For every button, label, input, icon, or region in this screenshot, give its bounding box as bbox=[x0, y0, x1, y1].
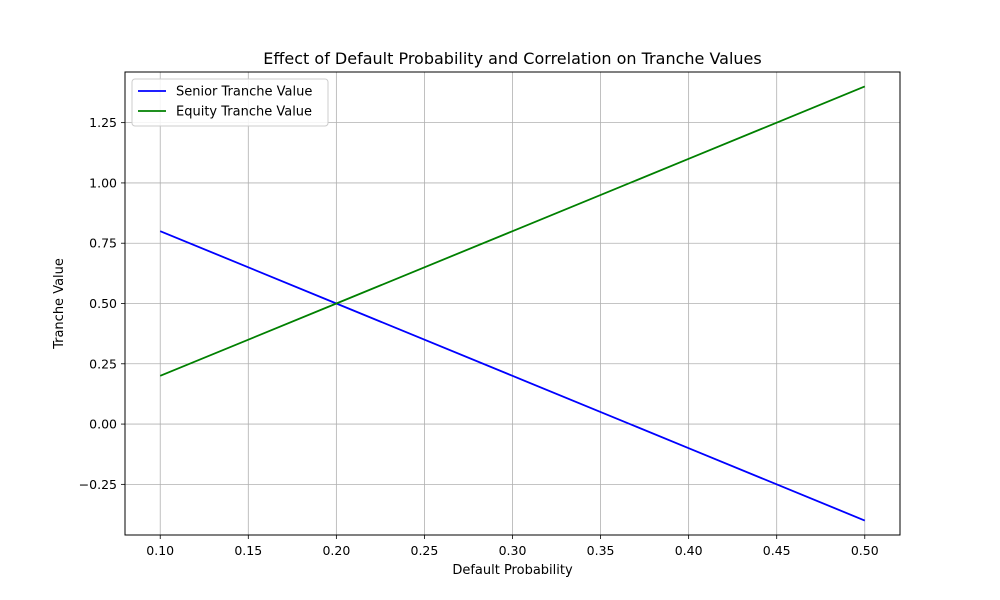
x-tick-label: 0.50 bbox=[851, 543, 879, 558]
x-tick-label: 0.20 bbox=[322, 543, 350, 558]
legend-label-senior: Senior Tranche Value bbox=[176, 85, 312, 100]
y-axis-ticks: −0.25 0.00 0.25 0.50 0.75 1.00 1.25 bbox=[79, 115, 125, 492]
y-axis-label: Tranche Value bbox=[52, 258, 67, 350]
y-tick-label: 0.75 bbox=[89, 236, 117, 251]
legend-box bbox=[131, 78, 329, 127]
grid-lines bbox=[125, 72, 900, 535]
y-tick-label: 1.25 bbox=[89, 115, 117, 130]
series-lines bbox=[159, 85, 866, 522]
y-tick-label: 0.25 bbox=[89, 356, 117, 371]
x-tick-label: 0.15 bbox=[234, 543, 262, 558]
legend-label-equity: Equity Tranche Value bbox=[176, 105, 312, 120]
chart-title: Effect of Default Probability and Correl… bbox=[263, 49, 761, 68]
x-tick-label: 0.40 bbox=[675, 543, 703, 558]
senior-tranche-line bbox=[159, 230, 866, 522]
y-tick-label: 0.50 bbox=[89, 296, 117, 311]
x-tick-label: 0.10 bbox=[146, 543, 174, 558]
x-axis-ticks: 0.10 0.15 0.20 0.25 0.30 0.35 0.40 0.45 0.50 bbox=[146, 535, 879, 558]
y-tick-label: 1.00 bbox=[89, 175, 117, 190]
x-axis-label: Default Probability bbox=[452, 563, 573, 578]
x-tick-label: 0.30 bbox=[499, 543, 527, 558]
legend: Senior Tranche Value Equity Tranche Valu… bbox=[131, 78, 329, 127]
y-tick-label: 0.00 bbox=[89, 417, 117, 432]
x-tick-label: 0.35 bbox=[587, 543, 615, 558]
equity-tranche-line bbox=[159, 85, 866, 377]
x-tick-label: 0.25 bbox=[411, 543, 439, 558]
y-tick-label: −0.25 bbox=[79, 477, 117, 492]
x-tick-label: 0.45 bbox=[763, 543, 791, 558]
